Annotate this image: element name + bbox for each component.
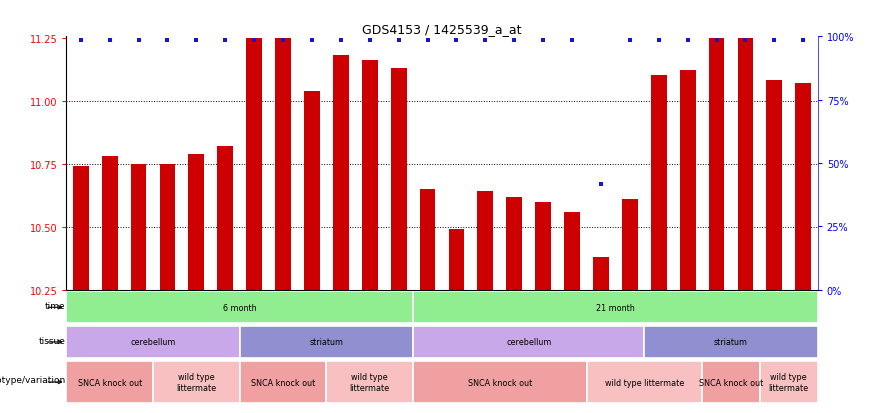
Text: cerebellum: cerebellum (130, 338, 176, 347)
Text: SNCA knock out: SNCA knock out (468, 377, 532, 387)
Bar (586, 361, 702, 403)
Bar (153, 361, 240, 403)
Bar (391, 69, 407, 290)
Text: SNCA knock out: SNCA knock out (699, 377, 763, 387)
Bar (702, 361, 760, 403)
Bar (240, 361, 326, 403)
Bar (760, 361, 818, 403)
Bar (535, 202, 551, 290)
Text: 6 month: 6 month (223, 303, 256, 312)
Text: wild type littermate: wild type littermate (605, 377, 684, 387)
Bar (420, 190, 436, 290)
Text: wild type
littermate: wild type littermate (769, 373, 809, 392)
Text: wild type
littermate: wild type littermate (176, 373, 217, 392)
Bar (333, 56, 349, 290)
Bar (644, 326, 818, 358)
Text: cerebellum: cerebellum (506, 338, 552, 347)
Bar (564, 212, 580, 290)
Bar (188, 154, 204, 290)
Text: wild type
littermate: wild type littermate (350, 373, 390, 392)
Text: striatum: striatum (714, 338, 748, 347)
Bar (304, 91, 320, 290)
Text: genotype/variation: genotype/variation (0, 375, 65, 385)
Bar (362, 61, 377, 290)
Bar (413, 361, 586, 403)
Bar (593, 257, 609, 290)
Bar (102, 157, 118, 290)
Bar (507, 197, 522, 290)
Text: tissue: tissue (39, 336, 65, 345)
Title: GDS4153 / 1425539_a_at: GDS4153 / 1425539_a_at (362, 23, 522, 36)
Bar (275, 38, 291, 290)
Bar (66, 326, 240, 358)
Bar (737, 38, 753, 290)
Bar (326, 361, 413, 403)
Bar (217, 147, 233, 290)
Bar (413, 292, 818, 323)
Bar (159, 164, 175, 290)
Bar (680, 71, 696, 290)
Bar (766, 81, 782, 290)
Text: SNCA knock out: SNCA knock out (251, 377, 316, 387)
Bar (709, 38, 725, 290)
Bar (66, 361, 153, 403)
Bar (66, 292, 413, 323)
Text: 21 month: 21 month (596, 303, 635, 312)
Bar (651, 76, 667, 290)
Bar (796, 84, 812, 290)
Bar (413, 326, 644, 358)
Text: SNCA knock out: SNCA knock out (78, 377, 141, 387)
Bar (72, 167, 88, 290)
Text: striatum: striatum (309, 338, 343, 347)
Text: time: time (45, 301, 65, 310)
Bar (477, 192, 493, 290)
Bar (622, 199, 637, 290)
Bar (131, 164, 147, 290)
Bar (247, 38, 262, 290)
Bar (240, 326, 413, 358)
Bar (448, 230, 464, 290)
